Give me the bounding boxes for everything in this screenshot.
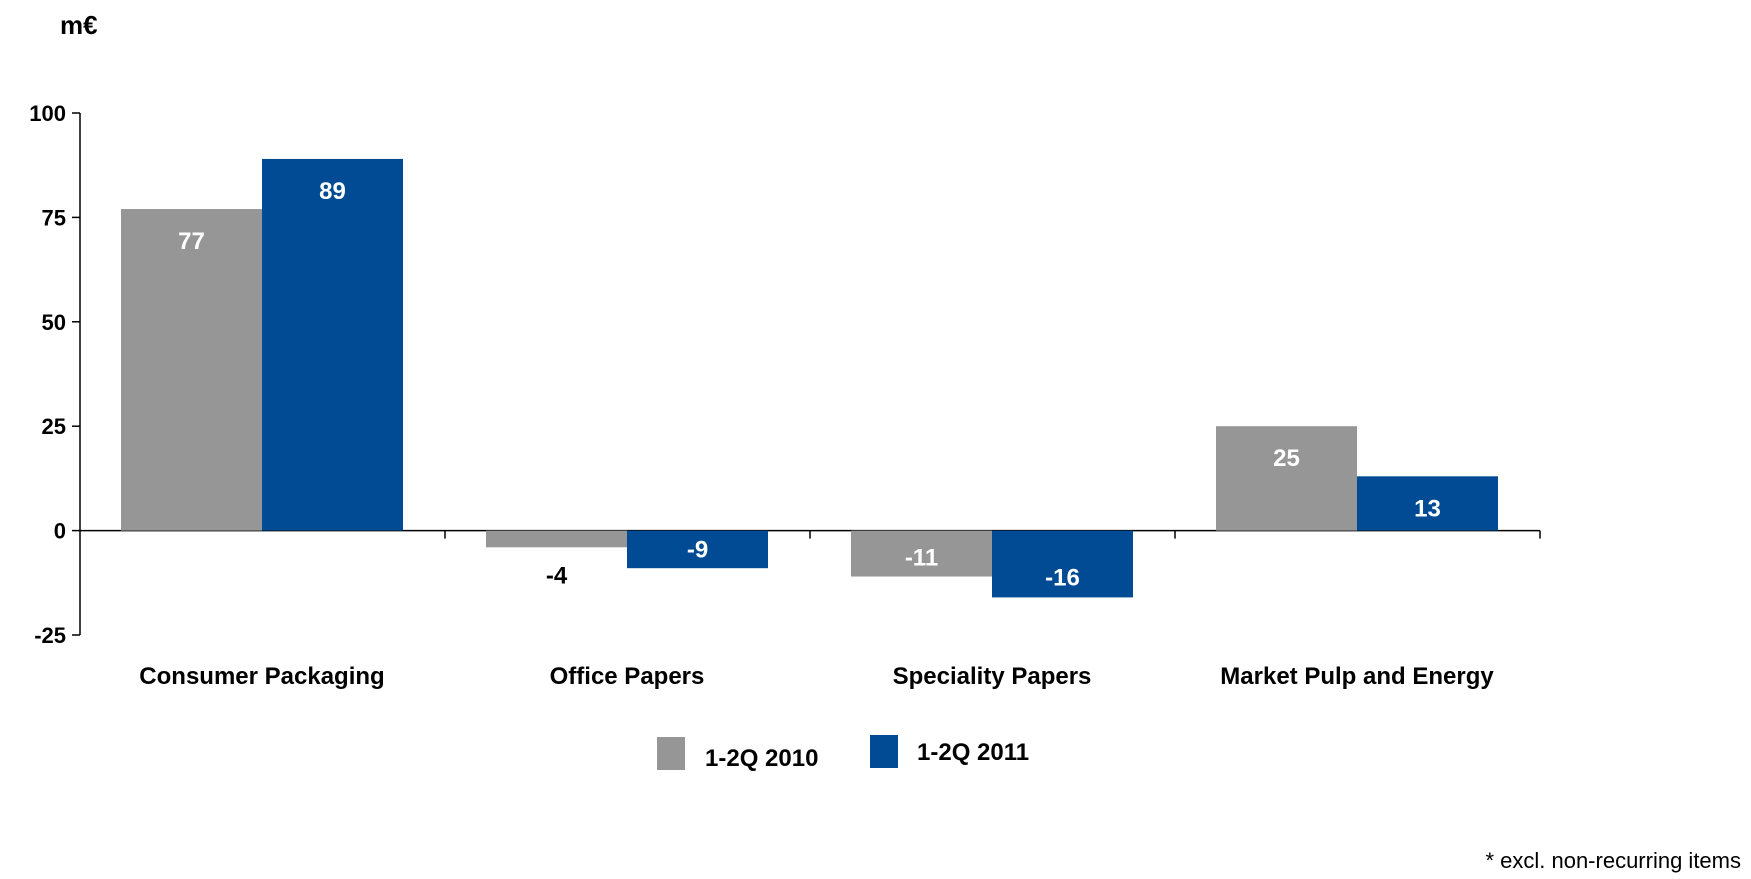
- bars: [121, 158, 1498, 598]
- y-axis: -25 0 25 50 75 100: [29, 101, 81, 648]
- y-tick-label: 0: [54, 519, 66, 544]
- data-label: 77: [178, 228, 205, 255]
- y-tick-label: -25: [34, 623, 66, 648]
- bar-2011-1: [627, 530, 768, 569]
- legend-label: 1-2Q 2010: [705, 745, 818, 772]
- data-label: 25: [1273, 445, 1300, 472]
- bar-2010-1: [486, 530, 627, 548]
- category-label: Office Papers: [550, 663, 705, 690]
- unit-label: m€: [60, 10, 98, 40]
- y-tick-label: 75: [42, 205, 66, 230]
- bar-2011-2: [992, 530, 1133, 598]
- data-label: -4: [546, 562, 568, 589]
- category-labels: Consumer Packaging Office Papers Specialit…: [139, 663, 1494, 690]
- data-label: -16: [1045, 564, 1080, 591]
- y-tick-label: 100: [29, 101, 66, 126]
- legend: 1-2Q 2010 1-2Q 2011: [657, 735, 1029, 772]
- footnote: * excl. non-recurring items: [1485, 848, 1741, 873]
- y-tick-label: 50: [42, 310, 66, 335]
- category-label: Market Pulp and Energy: [1220, 663, 1494, 690]
- data-label: 13: [1414, 495, 1441, 522]
- x-axis: [80, 529, 1541, 539]
- data-label: -9: [687, 536, 708, 563]
- bar-2010-3: [1216, 426, 1357, 531]
- data-label: 89: [319, 178, 346, 205]
- data-label: -11: [905, 545, 938, 572]
- category-label: Speciality Papers: [893, 663, 1092, 690]
- bar-2010-0: [121, 209, 262, 531]
- legend-label: 1-2Q 2011: [917, 739, 1029, 766]
- bar-2011-0: [262, 158, 403, 531]
- data-labels: 77 89 -4 -9 -11 -16 25 13: [178, 178, 1441, 591]
- category-label: Consumer Packaging: [139, 663, 384, 690]
- bar-2011-3: [1357, 476, 1498, 531]
- legend-swatch-2010: [657, 737, 685, 770]
- y-tick-label: 25: [42, 414, 66, 439]
- bar-2010-2: [851, 530, 992, 577]
- legend-swatch-2011: [870, 735, 898, 768]
